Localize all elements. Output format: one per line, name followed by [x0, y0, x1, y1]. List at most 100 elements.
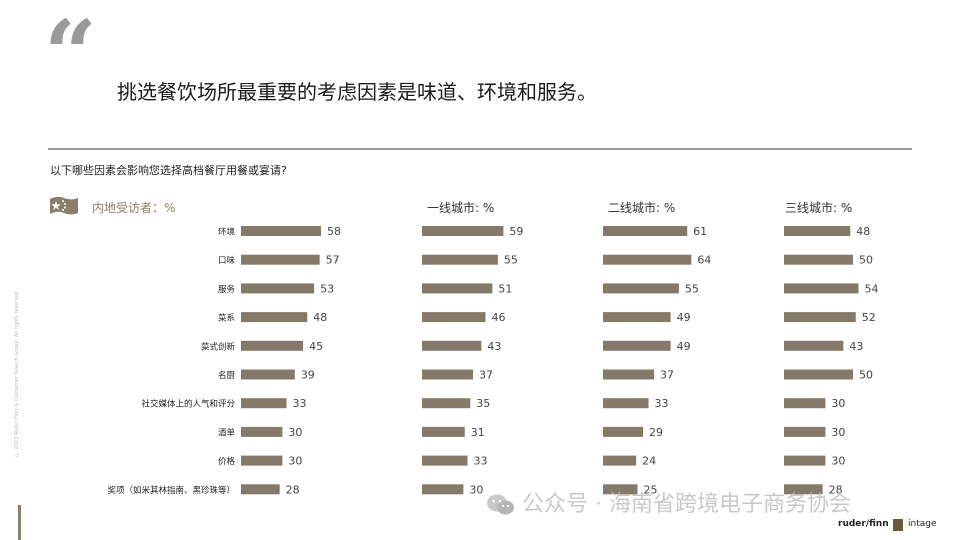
bar [603, 455, 637, 466]
data-label: 48 [856, 225, 870, 238]
bar [784, 312, 856, 323]
data-label: 61 [693, 225, 707, 238]
bar [241, 398, 287, 409]
watermark: 公众号 · 海南省跨境电子商务协会 [486, 486, 851, 518]
bar [241, 254, 320, 265]
data-label: 57 [326, 254, 340, 267]
bar [422, 455, 468, 466]
data-label: 49 [677, 340, 691, 353]
bar [603, 283, 679, 294]
bar [422, 312, 486, 323]
bar [241, 312, 308, 323]
data-label: 49 [677, 311, 691, 324]
data-label: 64 [697, 254, 711, 267]
data-label: 31 [471, 426, 485, 439]
data-label: 39 [301, 369, 315, 382]
left-accent-bar [18, 505, 21, 540]
data-label: 33 [293, 397, 307, 410]
bar [241, 340, 304, 351]
bar [422, 340, 482, 351]
data-label: 35 [476, 397, 490, 410]
copyright-text: © 2023 Ruder Finn & Consumer Search Grou… [14, 290, 20, 458]
data-label: 30 [831, 397, 845, 410]
panel-label-tier3: 三线城市: % [785, 201, 853, 215]
category-label: 菜式创新 [201, 341, 236, 352]
data-label: 46 [491, 311, 505, 324]
data-label: 54 [865, 282, 879, 295]
data-label: 30 [831, 455, 845, 468]
bar [603, 426, 644, 437]
bar [603, 312, 671, 323]
bar [784, 283, 859, 294]
data-label: 30 [831, 426, 845, 439]
panel-label-mainland: 内地受访者：% [92, 201, 176, 215]
bar [784, 226, 851, 236]
intage-logo: intage [908, 519, 937, 529]
data-label: 30 [288, 426, 302, 439]
bar [603, 254, 692, 265]
data-label: 59 [509, 225, 523, 238]
panel-label-tier1: 一线城市: % [427, 201, 495, 215]
watermark-text: 公众号 · 海南省跨境电子商务协会 [522, 492, 851, 517]
bar [241, 226, 322, 236]
bar [422, 254, 498, 265]
data-label: 50 [859, 369, 873, 382]
category-label: 社交媒体上的人气和评分 [141, 399, 235, 410]
category-label: 价格 [218, 456, 236, 467]
bar [241, 426, 283, 437]
data-label: 25 [644, 483, 658, 496]
bar [784, 426, 826, 437]
bar [422, 283, 493, 294]
category-label: 口味 [218, 255, 236, 266]
headline: 挑选餐饮场所最重要的考虑因素是味道、环境和服务。 [117, 80, 597, 104]
category-label: 环境 [218, 227, 236, 238]
category-label: 酒单 [218, 427, 236, 438]
panel-label-tier2: 二线城市: % [608, 201, 676, 215]
category-label: 菜系 [218, 313, 235, 324]
data-label: 50 [859, 254, 873, 267]
data-label: 28 [286, 483, 300, 496]
data-label: 52 [862, 311, 876, 324]
bar [603, 369, 655, 380]
data-label: 51 [498, 282, 512, 295]
bar [784, 254, 853, 265]
bar [784, 340, 844, 351]
wechat-icon [487, 494, 514, 515]
data-label: 43 [487, 340, 501, 353]
data-label: 55 [685, 282, 699, 295]
data-label: 48 [313, 311, 327, 324]
bar [784, 398, 826, 409]
data-label: 55 [504, 254, 518, 267]
bar [241, 484, 280, 495]
data-label: 30 [469, 483, 483, 496]
category-label: 名厨 [218, 370, 236, 381]
data-label: 29 [649, 426, 663, 439]
data-label: 53 [320, 282, 334, 295]
bar [784, 455, 826, 466]
quote-mark: “ [44, 0, 97, 108]
bar [784, 484, 823, 495]
data-label: 30 [288, 455, 302, 468]
partner-logo-mark [893, 519, 903, 531]
bar [603, 398, 649, 409]
bar [241, 283, 315, 294]
data-label: 28 [829, 483, 843, 496]
bar [603, 226, 688, 236]
bar [241, 369, 295, 380]
data-label: 37 [660, 369, 674, 382]
bar [603, 340, 671, 351]
data-label: 24 [642, 455, 656, 468]
data-label: 45 [309, 340, 323, 353]
data-label: 33 [474, 455, 488, 468]
bar [603, 484, 638, 495]
data-label: 33 [655, 397, 669, 410]
category-label: 服务 [218, 284, 236, 295]
bar [241, 455, 283, 466]
bar [784, 369, 853, 380]
bar [422, 369, 474, 380]
ruderfinn-logo: ruder/finn [838, 519, 889, 529]
data-label: 43 [849, 340, 863, 353]
data-label: 58 [327, 225, 341, 238]
survey-question: 以下哪些因素会影响您选择高档餐厅用餐或宴请? [50, 164, 287, 177]
